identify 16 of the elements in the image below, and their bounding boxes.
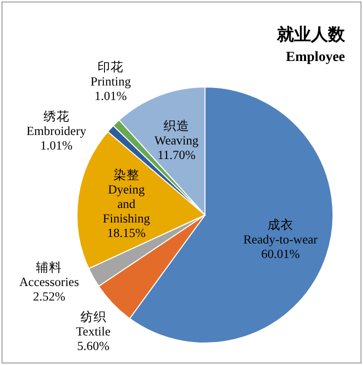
chart-subtitle: Employee	[286, 50, 345, 65]
data-label: 18.15%	[107, 226, 146, 240]
slice-label: 织造 Weaving	[154, 119, 200, 148]
data-label: 60.01%	[261, 246, 300, 261]
slice-label: 成衣 Ready-to-wear	[243, 218, 318, 246]
data-label: 1.01%	[40, 138, 73, 152]
slice-label: 辅料 Accessories	[19, 260, 80, 290]
data-label: 5.60%	[77, 339, 110, 354]
chart-title: 就业人数	[276, 25, 346, 44]
data-label: 11.70%	[157, 148, 196, 162]
slice-label: 绣花 Embroidery	[26, 109, 87, 138]
slice-label: 纺织 Textile	[76, 310, 111, 339]
slice-label: 染整 Dyeing and Finishing	[102, 168, 151, 226]
slice-label: 印花 Printing	[90, 60, 132, 88]
data-label: 1.01%	[94, 88, 127, 103]
data-label: 2.52%	[32, 290, 66, 304]
